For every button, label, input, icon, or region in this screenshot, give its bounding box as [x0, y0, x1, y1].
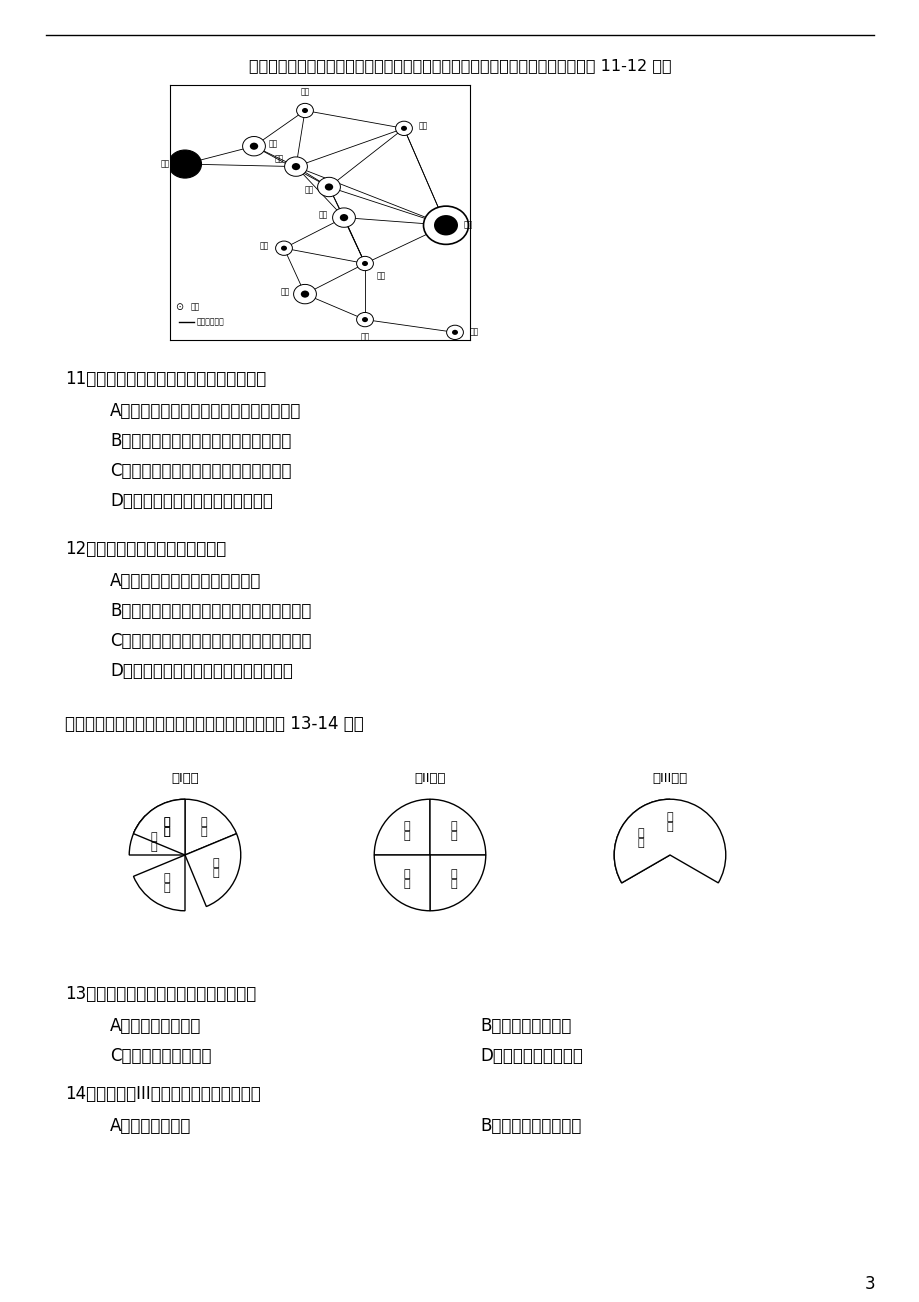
- Text: 第III阶段: 第III阶段: [652, 772, 686, 785]
- Text: 湖州: 湖州: [259, 241, 268, 250]
- Text: 11．长江三角洲城镇中，下列说法正确的是: 11．长江三角洲城镇中，下列说法正确的是: [65, 370, 266, 388]
- Circle shape: [280, 246, 287, 251]
- Text: D．城市化发展带动郊区农业结构的调整: D．城市化发展带动郊区农业结构的调整: [110, 661, 292, 680]
- Text: 苏州: 苏州: [318, 211, 327, 220]
- Text: 杭州: 杭州: [280, 286, 289, 296]
- Text: 镇江: 镇江: [268, 139, 278, 148]
- Text: 甘
薯: 甘 薯: [200, 818, 207, 837]
- Wedge shape: [374, 799, 429, 855]
- Text: B．南京和绍兴在行政管理上是隶属关系: B．南京和绍兴在行政管理上是隶属关系: [110, 432, 291, 450]
- Text: 绍兴: 绍兴: [360, 332, 369, 341]
- Text: 14．发展到第III阶段时，该地区最有可能: 14．发展到第III阶段时，该地区最有可能: [65, 1085, 260, 1103]
- Circle shape: [301, 290, 309, 298]
- Wedge shape: [185, 833, 241, 906]
- Text: 常州: 常州: [275, 155, 284, 164]
- Text: 下图为我国某地区农业土地利用变迁过程图，完成 13-14 题。: 下图为我国某地区农业土地利用变迁过程图，完成 13-14 题。: [65, 715, 363, 733]
- Wedge shape: [429, 799, 485, 855]
- Text: 甘
蔗: 甘 蔗: [151, 832, 157, 853]
- Circle shape: [291, 163, 300, 171]
- Circle shape: [395, 121, 412, 135]
- Circle shape: [423, 206, 468, 245]
- Circle shape: [250, 143, 258, 150]
- Text: 蔬
菜: 蔬 菜: [450, 868, 457, 889]
- Text: 扬州: 扬州: [300, 87, 310, 96]
- Text: 13．该地区土地利用变迁的最主要原因是: 13．该地区土地利用变迁的最主要原因是: [65, 986, 256, 1003]
- Text: D．上海的城市服务范围被南京覆盖: D．上海的城市服务范围被南京覆盖: [110, 492, 273, 510]
- Text: 基础设施网络: 基础设施网络: [197, 318, 224, 327]
- Text: 南京: 南京: [161, 160, 170, 168]
- Text: 花
卉: 花 卉: [403, 868, 409, 889]
- Wedge shape: [129, 815, 185, 855]
- Text: C．出现了人口大量迁往乡村的逆城市化现象: C．出现了人口大量迁往乡村的逆城市化现象: [110, 631, 312, 650]
- Circle shape: [339, 214, 347, 221]
- Circle shape: [324, 184, 333, 190]
- Circle shape: [293, 284, 316, 303]
- Text: 水
稻: 水 稻: [450, 822, 457, 841]
- Circle shape: [361, 260, 368, 266]
- Text: 蔬
菜: 蔬 菜: [163, 872, 169, 893]
- Text: A．南京与宁波的城市等级和服务功能相同: A．南京与宁波的城市等级和服务功能相同: [110, 402, 301, 421]
- Text: 3: 3: [864, 1275, 874, 1293]
- Text: A．该区域城市化正处于初期阶段: A．该区域城市化正处于初期阶段: [110, 572, 261, 590]
- Text: C．农作物品种的改良: C．农作物品种的改良: [110, 1047, 211, 1065]
- Circle shape: [434, 215, 458, 236]
- Text: A．市场需求的变化: A．市场需求的变化: [110, 1017, 201, 1035]
- Text: 养
殖: 养 殖: [163, 818, 169, 837]
- Circle shape: [168, 150, 201, 178]
- Text: 城市: 城市: [191, 302, 200, 311]
- Circle shape: [357, 256, 373, 271]
- Circle shape: [451, 329, 458, 335]
- Text: ⊙: ⊙: [175, 302, 183, 312]
- Text: 花
卉: 花 卉: [163, 818, 169, 837]
- Text: 养
殖: 养 殖: [403, 822, 409, 841]
- Text: C．上海的城市等级最高且服务范围最大: C．上海的城市等级最高且服务范围最大: [110, 462, 291, 480]
- Circle shape: [333, 208, 355, 228]
- Circle shape: [446, 326, 463, 340]
- Wedge shape: [133, 855, 185, 911]
- Text: 花
卉: 花 卉: [637, 828, 643, 849]
- Wedge shape: [185, 799, 236, 855]
- Text: 嘉兴: 嘉兴: [377, 271, 386, 280]
- Circle shape: [296, 103, 313, 117]
- Circle shape: [317, 177, 340, 197]
- Text: 宁波: 宁波: [470, 328, 479, 337]
- Text: 第I阶段: 第I阶段: [171, 772, 199, 785]
- Circle shape: [301, 108, 308, 113]
- Text: B．矿产资源的开发是推动城市化的主要动力: B．矿产资源的开发是推动城市化的主要动力: [110, 602, 311, 620]
- Circle shape: [357, 312, 373, 327]
- Wedge shape: [133, 799, 185, 855]
- Wedge shape: [429, 855, 485, 911]
- Text: 蔬
菜: 蔬 菜: [666, 811, 673, 832]
- Circle shape: [276, 241, 292, 255]
- Wedge shape: [614, 799, 669, 883]
- Wedge shape: [374, 855, 429, 911]
- Text: 下图为长江三角洲城镇空间体系示意图，符号大小表示城市等级的高低，读图回答 11-12 题。: 下图为长江三角洲城镇空间体系示意图，符号大小表示城市等级的高低，读图回答 11-…: [248, 59, 671, 73]
- Text: B．灌溉技术的提高: B．灌溉技术的提高: [480, 1017, 571, 1035]
- Wedge shape: [133, 799, 185, 855]
- Text: 南通: 南通: [418, 121, 427, 130]
- Text: D．劳动力素质的提升: D．劳动力素质的提升: [480, 1047, 583, 1065]
- Text: 12．下列关于该区域描述正确的是: 12．下列关于该区域描述正确的是: [65, 540, 226, 559]
- Text: B．商品率大幅度提高: B．商品率大幅度提高: [480, 1117, 581, 1135]
- Circle shape: [243, 137, 265, 156]
- Text: 水
稻: 水 稻: [212, 858, 219, 878]
- Text: 上海: 上海: [463, 221, 472, 229]
- Text: 第II阶段: 第II阶段: [414, 772, 446, 785]
- Text: 无锡: 无锡: [304, 185, 313, 194]
- Circle shape: [284, 158, 307, 176]
- Circle shape: [401, 126, 406, 132]
- Text: A．自然灾害多发: A．自然灾害多发: [110, 1117, 191, 1135]
- Circle shape: [361, 318, 368, 322]
- Wedge shape: [614, 799, 725, 883]
